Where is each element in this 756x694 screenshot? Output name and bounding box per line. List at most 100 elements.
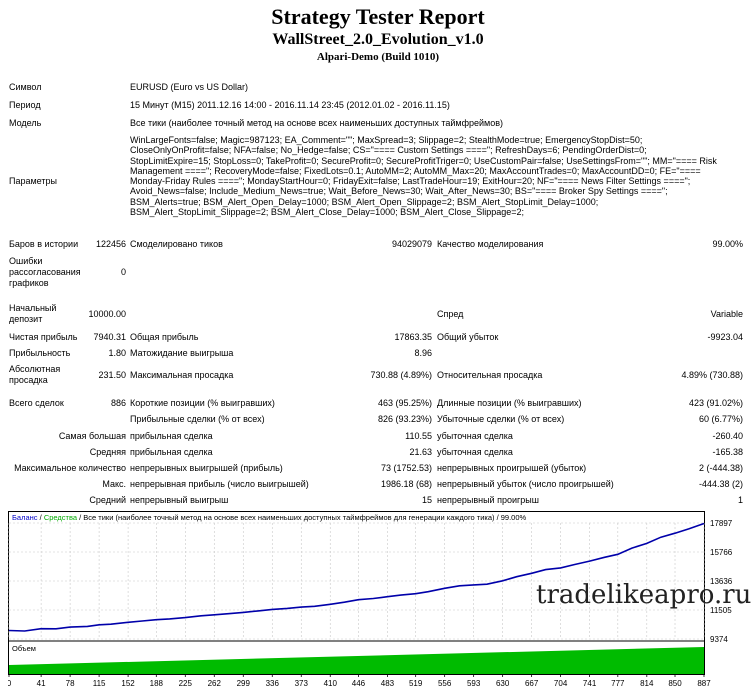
errors-label: рассогласования bbox=[9, 267, 81, 277]
avg-cons-losses-value: 1 bbox=[737, 495, 743, 505]
legend-part: / bbox=[38, 513, 44, 522]
loss-trades-label: Убыточные сделки (% от всех) bbox=[437, 414, 565, 424]
model-label: Модель bbox=[9, 118, 42, 128]
total-trades-label: Всего сделок bbox=[9, 398, 64, 408]
max-count-label: Максимальное количество bbox=[14, 463, 126, 473]
max-cons-wins-value: 73 (1752.53) bbox=[380, 463, 432, 473]
largest-label: Самая большая bbox=[58, 431, 126, 441]
largest-profit-value: 110.55 bbox=[405, 431, 432, 441]
deposit-label: депозит bbox=[9, 314, 43, 324]
params-line: BSM_Alert_StopLimit_Slippage=2; BSM_Aler… bbox=[130, 207, 524, 218]
profit-factor-value: 1.80 bbox=[108, 348, 126, 358]
period-value: 15 Минут (M15) 2011.12.16 14:00 - 2016.1… bbox=[130, 100, 450, 110]
x-tick-label: 814 bbox=[640, 679, 654, 688]
x-tick-label: 850 bbox=[668, 679, 682, 688]
max-cons-loss-value: -444.38 (2) bbox=[698, 479, 743, 489]
expected-payoff-value: 8.96 bbox=[414, 348, 432, 358]
y-tick-label: 13636 bbox=[710, 577, 733, 586]
avg-loss-label: убыточная сделка bbox=[437, 447, 513, 457]
legend-part: Средства bbox=[44, 513, 78, 522]
profit-trades-label: Прибыльные сделки (% от всех) bbox=[130, 414, 265, 424]
avg-loss-value: -165.38 bbox=[712, 447, 743, 457]
x-tick-label: 777 bbox=[611, 679, 625, 688]
gross-loss-value: -9923.04 bbox=[707, 332, 743, 342]
abs-drawdown-label: Абсолютная bbox=[9, 364, 61, 374]
x-tick-label: 519 bbox=[409, 679, 423, 688]
legend-part: / Все тики (наиболее точный метод на осн… bbox=[77, 513, 526, 522]
build-info: Alpari-Demo (Build 1010) bbox=[316, 51, 440, 63]
long-positions-label: Длинные позиции (% выигравших) bbox=[437, 398, 582, 408]
x-tick-label: 152 bbox=[121, 679, 135, 688]
max-drawdown-value: 730.88 (4.89%) bbox=[370, 370, 432, 380]
avg-cons-label: Средний bbox=[89, 495, 126, 505]
spread-value: Variable bbox=[710, 309, 743, 319]
expert-name: WallStreet_2.0_Evolution_v1.0 bbox=[272, 31, 484, 48]
y-tick-label: 9374 bbox=[710, 635, 728, 644]
profit-trades-value: 826 (93.23%) bbox=[377, 414, 432, 424]
params-label: Параметры bbox=[9, 176, 57, 186]
x-tick-label: 78 bbox=[66, 679, 75, 688]
largest-loss-value: -260.40 bbox=[712, 431, 743, 441]
x-tick-label: 410 bbox=[324, 679, 338, 688]
profit-factor-label: Прибыльность bbox=[9, 348, 71, 358]
volume-label: Объем bbox=[12, 644, 36, 653]
x-tick-label: 667 bbox=[525, 679, 539, 688]
x-tick-label: 225 bbox=[179, 679, 193, 688]
max-cons-losses-value: 2 (-444.38) bbox=[698, 463, 743, 473]
rel-drawdown-value: 4.89% (730.88) bbox=[681, 370, 743, 380]
avg-cons-wins-value: 15 bbox=[421, 495, 432, 505]
x-tick-label: 188 bbox=[150, 679, 164, 688]
abs-drawdown-label: просадка bbox=[9, 375, 48, 385]
period-label: Период bbox=[9, 100, 41, 110]
errors-value: 0 bbox=[120, 267, 126, 277]
y-tick-label: 17897 bbox=[710, 519, 733, 528]
loss-trades-value: 60 (6.77%) bbox=[698, 414, 743, 424]
bars-label: Баров в истории bbox=[9, 239, 79, 249]
x-tick-label: 299 bbox=[237, 679, 251, 688]
quality-label: Качество моделирования bbox=[437, 239, 544, 249]
gross-loss-label: Общий убыток bbox=[437, 332, 499, 342]
max-cons-wins-label: непрерывных выигрышей (прибыль) bbox=[130, 463, 283, 473]
x-tick-label: 115 bbox=[93, 679, 106, 688]
y-axis-ticks: 9374 11505 13636 15766 17897 bbox=[710, 519, 733, 644]
net-profit-label: Чистая прибыль bbox=[9, 332, 78, 342]
symbol-value: EURUSD (Euro vs US Dollar) bbox=[130, 82, 249, 92]
quality-value: 99.00% bbox=[712, 239, 743, 249]
params-line: Monday-Friday Rules ===="; MondayStartHo… bbox=[130, 176, 691, 187]
max-cons-profit-value: 1986.18 (68) bbox=[380, 479, 432, 489]
short-positions-value: 463 (95.25%) bbox=[377, 398, 432, 408]
legend-part: Баланс bbox=[12, 513, 38, 522]
x-tick-label: 741 bbox=[583, 679, 597, 688]
chart-frame bbox=[8, 511, 705, 675]
max-cons-loss-label: непрерывный убыток (число проигрышей) bbox=[437, 479, 614, 489]
x-tick-label: 630 bbox=[496, 679, 510, 688]
deposit-value: 10000.00 bbox=[88, 309, 126, 319]
largest-loss-label: убыточная сделка bbox=[437, 431, 513, 441]
bars-value: 122456 bbox=[95, 239, 126, 249]
params-line: CloseOnlyOnProfit=false; NFA=false; No_H… bbox=[130, 145, 647, 156]
errors-label: графиков bbox=[9, 278, 49, 288]
average-label: Средняя bbox=[89, 447, 126, 457]
gross-profit-value: 17863.35 bbox=[394, 332, 432, 342]
x-tick-label: 887 bbox=[697, 679, 711, 688]
report-title: Strategy Tester Report bbox=[271, 4, 485, 29]
watermark: tradelikeapro.ru bbox=[536, 580, 752, 610]
x-tick-label: 336 bbox=[266, 679, 280, 688]
max-label: Макс. bbox=[102, 479, 126, 489]
x-tick-label: 446 bbox=[352, 679, 366, 688]
x-axis-ticks: 0 41 78 115 152 188 225 262 299 336 373 410 446 483 51… bbox=[8, 674, 711, 688]
rel-drawdown-label: Относительная просадка bbox=[437, 370, 543, 380]
total-trades-value: 886 bbox=[110, 398, 126, 408]
avg-profit-label: прибыльная сделка bbox=[130, 447, 213, 457]
ticks-value: 94029079 bbox=[391, 239, 432, 249]
model-value: Все тики (наиболее точный метод на основ… bbox=[130, 118, 503, 128]
short-positions-label: Короткие позиции (% выигравших) bbox=[130, 398, 275, 408]
y-tick-label: 15766 bbox=[710, 548, 733, 557]
ticks-label: Смоделировано тиков bbox=[130, 239, 223, 249]
volume-area bbox=[9, 647, 704, 674]
gross-profit-label: Общая прибыль bbox=[130, 332, 199, 342]
net-profit-value: 7940.31 bbox=[93, 332, 126, 342]
abs-drawdown-value: 231.50 bbox=[98, 370, 126, 380]
params-line: Avoid_News=false; Include_Medium_News=tr… bbox=[130, 186, 668, 197]
x-tick-label: 262 bbox=[208, 679, 222, 688]
